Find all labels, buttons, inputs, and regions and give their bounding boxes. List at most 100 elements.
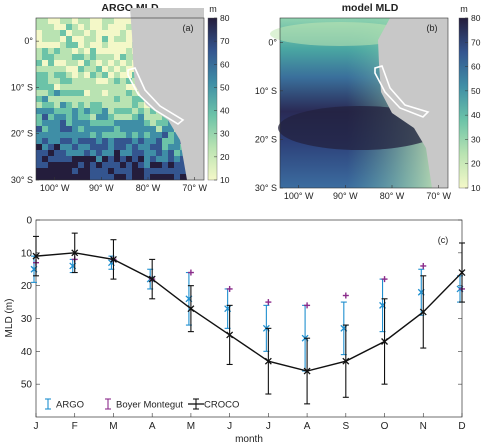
argo-heatmap-cell	[126, 144, 132, 150]
argo-heatmap-cell	[162, 156, 168, 162]
argo-heatmap-cell	[66, 120, 72, 126]
argo-heatmap-cell	[36, 96, 42, 102]
argo-heatmap-cell	[132, 132, 138, 138]
panel-b-colorbar	[458, 17, 469, 189]
argo-heatmap-cell	[78, 78, 84, 84]
argo-heatmap-cell	[126, 72, 132, 78]
argo-heatmap-cell	[48, 102, 54, 108]
panel-c-x-axis-label: month	[235, 434, 263, 445]
argo-heatmap-cell	[138, 174, 144, 180]
argo-heatmap-cell	[180, 168, 186, 174]
argo-heatmap-cell	[42, 72, 48, 78]
argo-heatmap-cell	[42, 126, 48, 132]
argo-heatmap-cell	[174, 162, 180, 168]
argo-heatmap-cell	[108, 54, 114, 60]
argo-heatmap-cell	[36, 90, 42, 96]
argo-heatmap-cell	[54, 30, 60, 36]
argo-heatmap-cell	[108, 132, 114, 138]
argo-heatmap-cell	[108, 108, 114, 114]
argo-heatmap-cell	[66, 18, 72, 24]
argo-heatmap-cell	[114, 126, 120, 132]
argo-heatmap-cell	[168, 132, 174, 138]
argo-heatmap-cell	[102, 138, 108, 144]
argo-heatmap-cell	[114, 150, 120, 156]
colorbar-tick-label: 50	[220, 82, 230, 92]
argo-heatmap-cell	[66, 24, 72, 30]
argo-heatmap-cell	[120, 30, 126, 36]
argo-heatmap-cell	[42, 96, 48, 102]
argo-heatmap-cell	[78, 84, 84, 90]
argo-heatmap-cell	[90, 156, 96, 162]
argo-heatmap-cell	[60, 162, 66, 168]
panel-b-x-ticks: 100° W 90° W 80° W 70° W	[284, 185, 451, 201]
argo-heatmap-cell	[120, 174, 126, 180]
argo-heatmap-cell	[150, 174, 156, 180]
panel-c-y-axis-label: MLD (m)	[4, 299, 15, 338]
argo-heatmap-cell	[156, 150, 162, 156]
argo-heatmap-cell	[66, 84, 72, 90]
argo-heatmap-cell	[102, 36, 108, 42]
argo-heatmap-cell	[96, 162, 102, 168]
series-boyer-montegut	[33, 256, 465, 309]
argo-heatmap-cell	[132, 90, 138, 96]
argo-heatmap-cell	[168, 138, 174, 144]
argo-heatmap-cell	[48, 78, 54, 84]
argo-heatmap-cell	[96, 132, 102, 138]
colorbar-tick-label: 30	[471, 134, 481, 144]
argo-heatmap-cell	[42, 168, 48, 174]
argo-heatmap-cell	[72, 72, 78, 78]
x-tick-label: D	[458, 421, 465, 432]
argo-heatmap-cell	[102, 72, 108, 78]
argo-heatmap-cell	[150, 138, 156, 144]
argo-heatmap-cell	[36, 132, 42, 138]
x-tick-label: M	[109, 421, 117, 432]
argo-heatmap-cell	[84, 144, 90, 150]
argo-heatmap-cell	[126, 150, 132, 156]
argo-heatmap-cell	[162, 132, 168, 138]
argo-heatmap-cell	[90, 42, 96, 48]
argo-heatmap-cell	[114, 84, 120, 90]
argo-heatmap-cell	[96, 126, 102, 132]
argo-heatmap-cell	[102, 42, 108, 48]
argo-heatmap-cell	[114, 78, 120, 84]
argo-heatmap-cell	[114, 168, 120, 174]
argo-heatmap-cell	[72, 36, 78, 42]
map-y-tick-label: 0°	[24, 36, 33, 46]
argo-heatmap-cell	[174, 150, 180, 156]
x-tick-label: S	[342, 421, 349, 432]
argo-heatmap-cell	[90, 114, 96, 120]
argo-heatmap-cell	[72, 18, 78, 24]
argo-heatmap-cell	[150, 120, 156, 126]
argo-heatmap-cell	[162, 162, 168, 168]
map-x-tick-label: 100° W	[40, 183, 70, 193]
argo-heatmap-cell	[48, 114, 54, 120]
argo-heatmap-cell	[126, 108, 132, 114]
argo-heatmap-cell	[126, 54, 132, 60]
argo-heatmap-cell	[168, 144, 174, 150]
argo-heatmap-cell	[72, 114, 78, 120]
argo-heatmap-cell	[36, 138, 42, 144]
data-marker	[342, 357, 350, 365]
argo-heatmap-cell	[102, 102, 108, 108]
argo-heatmap-cell	[162, 174, 168, 180]
argo-heatmap-cell	[126, 24, 132, 30]
argo-heatmap-cell	[90, 30, 96, 36]
x-tick-label: J	[266, 421, 271, 432]
argo-heatmap-cell	[102, 60, 108, 66]
argo-heatmap-cell	[90, 48, 96, 54]
panel-b-land	[378, 18, 448, 188]
data-marker	[303, 367, 311, 375]
argo-heatmap-cell	[36, 54, 42, 60]
argo-heatmap-cell	[54, 114, 60, 120]
argo-heatmap-cell	[132, 114, 138, 120]
x-tick-label: F	[72, 421, 78, 432]
argo-heatmap-cell	[114, 96, 120, 102]
argo-heatmap-cell	[54, 174, 60, 180]
argo-heatmap-cell	[108, 120, 114, 126]
argo-heatmap-cell	[120, 114, 126, 120]
argo-heatmap-cell	[156, 138, 162, 144]
argo-heatmap-cell	[54, 132, 60, 138]
argo-heatmap-cell	[48, 144, 54, 150]
argo-heatmap-cell	[54, 120, 60, 126]
argo-heatmap-cell	[60, 54, 66, 60]
